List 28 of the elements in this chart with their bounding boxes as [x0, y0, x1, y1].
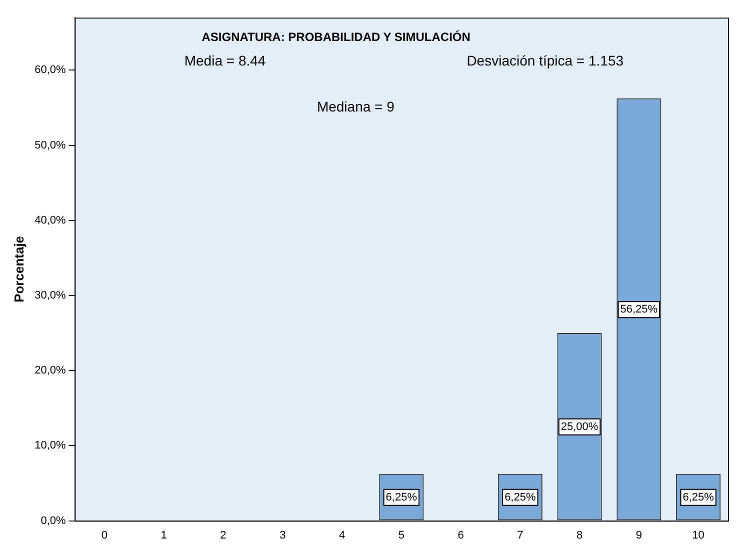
x-tick-label: 10: [692, 529, 704, 542]
y-tick-label: 0,0%: [40, 514, 66, 527]
y-tick-label: 30,0%: [34, 290, 66, 302]
x-tick-label: 7: [517, 529, 524, 542]
y-tick-label: 20,0%: [34, 364, 66, 377]
x-tick-label: 9: [636, 529, 642, 542]
data-label: 6,25%: [504, 491, 536, 504]
annotation: Media = 8.44: [184, 52, 266, 68]
x-tick-label: 2: [220, 529, 226, 542]
x-tick-label: 3: [280, 529, 286, 542]
text: ASIGNATURA: PROBABILIDAD Y SIMULACIÓN: [202, 30, 470, 44]
x-tick-label: 1: [160, 529, 167, 542]
annotation: Desviación típica = 1.153: [466, 52, 624, 68]
x-tick-label: 8: [576, 529, 583, 542]
y-tick-label: 10,0%: [34, 440, 66, 452]
annotation: Mediana = 9: [316, 98, 395, 114]
x-tick-label: 4: [338, 529, 346, 542]
x-tick-label: 0: [101, 529, 108, 542]
y-axis-title: Porcentaje: [11, 236, 26, 302]
y-tick-label: 50,0%: [34, 139, 66, 152]
y-tick-label: 60,0%: [34, 64, 66, 76]
x-tick-label: 6: [458, 529, 464, 542]
data-label: 25,00%: [560, 420, 598, 433]
data-label: 6,25%: [386, 491, 418, 504]
data-label: 56,25%: [620, 304, 658, 316]
data-label: 6,25%: [682, 491, 714, 504]
x-tick-label: 5: [398, 529, 404, 542]
y-tick-label: 40,0%: [34, 214, 66, 226]
